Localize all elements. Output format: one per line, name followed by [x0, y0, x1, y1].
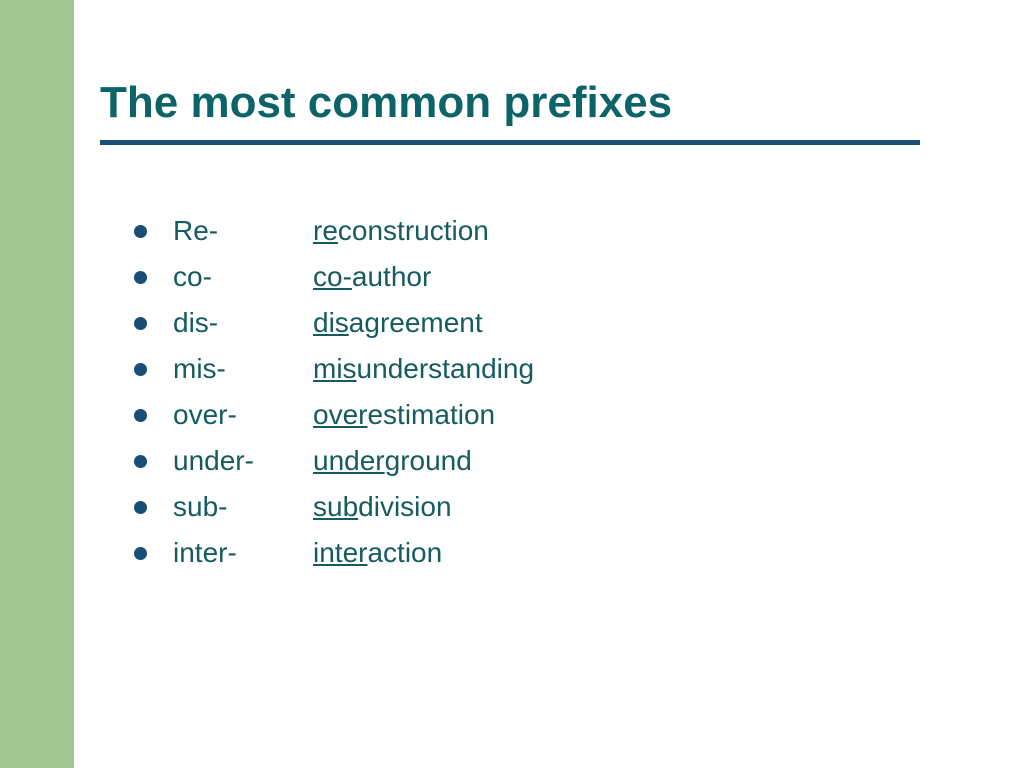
bullet-icon [134, 455, 147, 468]
example-word: interaction [313, 537, 442, 569]
example-rest-part: action [367, 537, 442, 568]
example-rest-part: ground [385, 445, 472, 476]
example-prefix-part: sub [313, 491, 358, 522]
example-rest-part: estimation [367, 399, 495, 430]
example-word: subdivision [313, 491, 452, 523]
bullet-icon [134, 409, 147, 422]
slide-content: The most common prefixes Re- reconstruct… [100, 78, 984, 583]
example-prefix-part: re [313, 215, 338, 246]
prefix-label: Re- [173, 215, 313, 247]
example-rest-part: understanding [357, 353, 534, 384]
prefix-label: over- [173, 399, 313, 431]
prefix-label: mis- [173, 353, 313, 385]
list-item: inter- interaction [134, 537, 984, 569]
prefix-label: sub- [173, 491, 313, 523]
sidebar-accent [0, 0, 74, 768]
list-item: Re- reconstruction [134, 215, 984, 247]
example-word: misunderstanding [313, 353, 534, 385]
prefix-label: dis- [173, 307, 313, 339]
example-prefix-part: co- [313, 261, 352, 292]
bullet-icon [134, 363, 147, 376]
example-rest-part: division [358, 491, 451, 522]
example-word: underground [313, 445, 472, 477]
list-item: dis- disagreement [134, 307, 984, 339]
bullet-icon [134, 225, 147, 238]
example-prefix-part: dis [313, 307, 349, 338]
example-word: disagreement [313, 307, 483, 339]
example-word: overestimation [313, 399, 495, 431]
bullet-icon [134, 547, 147, 560]
example-word: co-author [313, 261, 431, 293]
prefix-label: inter- [173, 537, 313, 569]
example-prefix-part: mis [313, 353, 357, 384]
prefix-label: co- [173, 261, 313, 293]
example-rest-part: author [352, 261, 431, 292]
example-prefix-part: over [313, 399, 367, 430]
list-item: over- overestimation [134, 399, 984, 431]
example-prefix-part: under [313, 445, 385, 476]
bullet-icon [134, 271, 147, 284]
bullet-icon [134, 501, 147, 514]
example-prefix-part: inter [313, 537, 367, 568]
prefix-label: under- [173, 445, 313, 477]
example-rest-part: agreement [349, 307, 483, 338]
title-underline-rule [100, 140, 920, 145]
list-item: co- co-author [134, 261, 984, 293]
example-rest-part: construction [338, 215, 489, 246]
slide-title: The most common prefixes [100, 78, 984, 140]
list-item: mis- misunderstanding [134, 353, 984, 385]
list-item: sub- subdivision [134, 491, 984, 523]
list-item: under- underground [134, 445, 984, 477]
bullet-icon [134, 317, 147, 330]
prefix-list: Re- reconstruction co- co-author dis- di… [100, 215, 984, 569]
example-word: reconstruction [313, 215, 489, 247]
